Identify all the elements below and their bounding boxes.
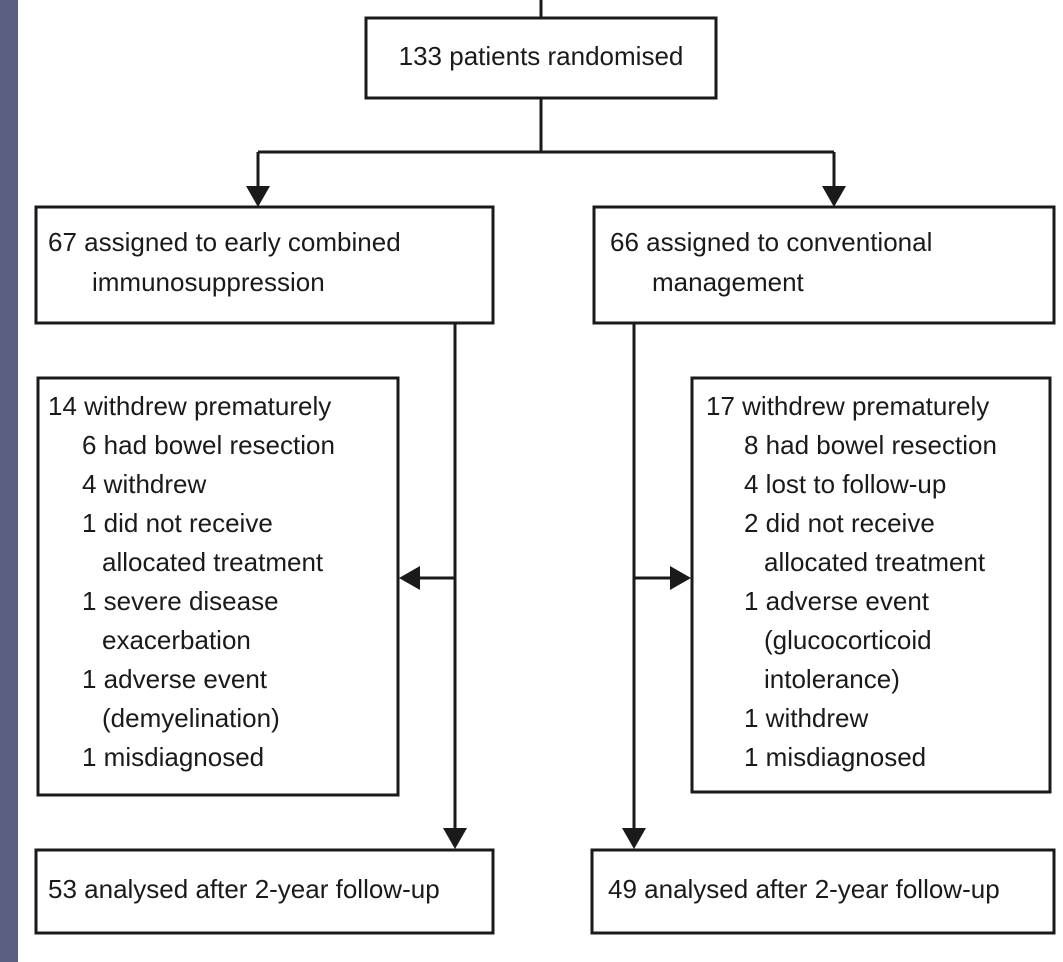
withdrawn-reason: allocated treatment [102, 547, 324, 577]
withdrawn-box [36, 376, 400, 797]
randomised-box [364, 16, 718, 100]
withdrawn-reason: 2 did not receive [744, 508, 935, 538]
analysed-label: 49 analysed after 2-year follow-up [608, 874, 1000, 904]
withdrawn-heading: 17 withdrew prematurely [706, 391, 989, 421]
withdrawn-reason: (demyelination) [102, 703, 280, 733]
withdrawn-reason: allocated treatment [764, 547, 986, 577]
randomised-label: 133 patients randomised [399, 41, 684, 71]
withdrawn-box [690, 376, 1052, 794]
side-strip [0, 0, 18, 962]
withdrawn-reason: 1 did not receive [82, 508, 273, 538]
withdrawn-reason: 1 adverse event [82, 664, 268, 694]
connectors [246, 0, 846, 849]
withdrawn-reason: 1 withdrew [744, 703, 868, 733]
withdrawn-reason: 1 misdiagnosed [82, 742, 264, 772]
assigned-label: 67 assigned to early combined [48, 227, 401, 257]
withdrawn-reason: exacerbation [102, 625, 251, 655]
withdrawn-reason: 1 misdiagnosed [744, 742, 926, 772]
withdrawn-reason: 4 withdrew [82, 469, 206, 499]
assigned-label: 66 assigned to conventional [610, 227, 932, 257]
withdrawn-reason: 8 had bowel resection [744, 430, 997, 460]
analysed-label: 53 analysed after 2-year follow-up [48, 874, 440, 904]
analysed-box [590, 848, 1056, 935]
assigned-label: management [652, 267, 805, 297]
analysed-box [34, 848, 495, 935]
withdrawn-reason: 4 lost to follow-up [744, 469, 946, 499]
withdrawn-reason: 6 had bowel resection [82, 430, 335, 460]
withdrawn-reason: 1 adverse event [744, 586, 930, 616]
assigned-box [34, 205, 495, 325]
withdrawn-reason: intolerance) [764, 664, 900, 694]
withdrawn-heading: 14 withdrew prematurely [48, 391, 331, 421]
withdrawn-reason: 1 severe disease [82, 586, 279, 616]
assigned-box [592, 205, 1056, 325]
withdrawn-reason: (glucocorticoid [764, 625, 932, 655]
assigned-label: immunosuppression [92, 267, 325, 297]
